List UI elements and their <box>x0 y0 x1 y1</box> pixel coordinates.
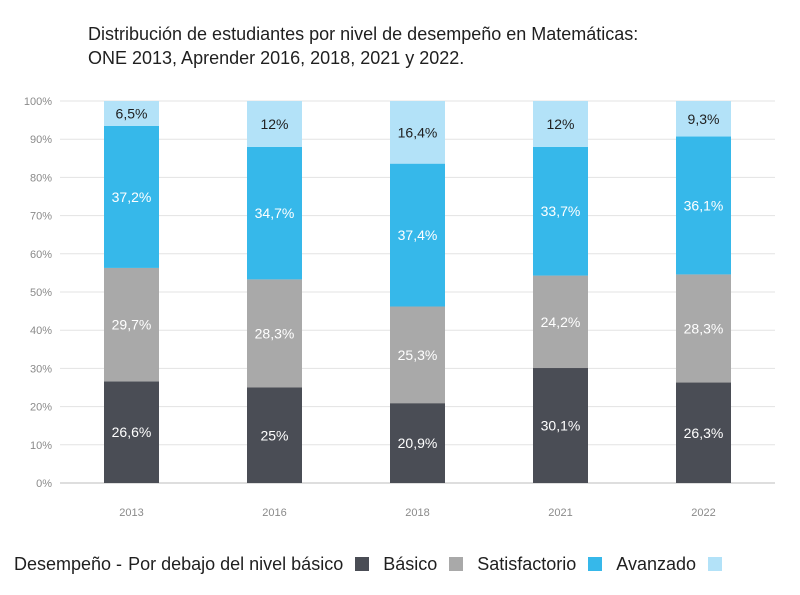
data-label: 34,7% <box>255 205 295 221</box>
bar-segment <box>676 382 731 483</box>
data-label: 6,5% <box>116 105 148 121</box>
chart-title: Distribución de estudiantes por nivel de… <box>88 22 778 70</box>
y-tick-label: 80% <box>30 172 52 184</box>
x-tick-label: 2016 <box>262 507 286 519</box>
bar-segment <box>533 275 588 369</box>
y-tick-label: 20% <box>30 402 52 414</box>
x-tick-label: 2021 <box>548 507 572 519</box>
y-tick-label: 10% <box>30 440 52 452</box>
chart-title-line1: Distribución de estudiantes por nivel de… <box>88 24 639 44</box>
legend-label-basic: Básico <box>383 553 438 574</box>
stacked-bar-chart: 0% 10% 20% 30% 40% 50% 60% 70% 80% 90% 100% 26,6% 29… <box>24 96 775 519</box>
legend-swatch-basic <box>449 557 464 571</box>
bar-segment <box>390 403 445 483</box>
y-tick-label: 0% <box>36 478 52 490</box>
data-label: 36,1% <box>684 197 724 213</box>
bar-segment <box>676 101 731 137</box>
bar-segment <box>533 368 588 483</box>
data-label: 28,3% <box>684 320 724 336</box>
data-label: 33,7% <box>541 203 581 219</box>
data-label: 28,3% <box>255 325 295 341</box>
bar-segment <box>247 101 302 147</box>
bar-segment <box>390 306 445 404</box>
x-tick-label: 2022 <box>691 507 715 519</box>
data-label: 29,7% <box>112 317 152 333</box>
legend-swatch-below-basic <box>355 557 370 571</box>
data-label: 12% <box>546 116 574 132</box>
data-label: 25,3% <box>398 347 438 363</box>
bar-segment <box>390 163 445 307</box>
bar-segment <box>533 101 588 147</box>
data-label: 9,3% <box>688 111 720 127</box>
bar-segment <box>390 101 445 164</box>
bar-segment <box>247 146 302 280</box>
data-label: 16,4% <box>398 124 438 140</box>
bar-segment <box>247 387 302 483</box>
data-label: 20,9% <box>398 435 438 451</box>
legend-label-below-basic: Por debajo del nivel básico <box>128 553 344 574</box>
bar-segment <box>104 101 159 126</box>
legend-swatch-satisfactory <box>588 557 603 571</box>
legend: Desempeño - Por debajo del nivel básico … <box>14 550 794 578</box>
legend-prefix: Desempeño - <box>14 553 123 574</box>
data-label: 25% <box>260 427 288 443</box>
y-tick-label: 70% <box>30 211 52 223</box>
legend-label-satisfactory: Satisfactorio <box>477 553 577 574</box>
bar-segment <box>533 146 588 276</box>
y-tick-label: 100% <box>24 96 52 108</box>
y-tick-label: 60% <box>30 249 52 261</box>
y-tick-label: 40% <box>30 325 52 337</box>
legend-entry-advanced: Avanzado <box>616 553 723 575</box>
y-tick-label: 30% <box>30 363 52 375</box>
x-tick-label: 2018 <box>405 507 429 519</box>
data-label: 26,6% <box>112 424 152 440</box>
y-tick-label: 90% <box>30 134 52 146</box>
data-label: 37,2% <box>112 189 152 205</box>
bar-segment <box>104 381 159 483</box>
data-label: 12% <box>260 116 288 132</box>
legend-entry-below-basic: Por debajo del nivel básico <box>128 554 383 575</box>
y-tick-label: 50% <box>30 287 52 299</box>
bar-segment <box>676 136 731 275</box>
legend-entry-basic: Básico <box>383 554 477 575</box>
legend-entry-satisfactory: Satisfactorio <box>477 554 616 575</box>
bar-segment <box>676 274 731 383</box>
bar-segment <box>104 267 159 382</box>
x-tick-label: 2013 <box>119 507 143 519</box>
data-label: 26,3% <box>684 425 724 441</box>
data-label: 37,4% <box>398 227 438 243</box>
bar-segment <box>104 125 159 268</box>
chart-subtitle: ONE 2013, Aprender 2016, 2018, 2021 y 20… <box>88 48 465 68</box>
legend-swatch-advanced <box>708 557 723 571</box>
legend-label-advanced: Avanzado <box>616 553 697 574</box>
data-label: 30,1% <box>541 418 581 434</box>
bar-segment <box>247 279 302 388</box>
data-label: 24,2% <box>541 314 581 330</box>
